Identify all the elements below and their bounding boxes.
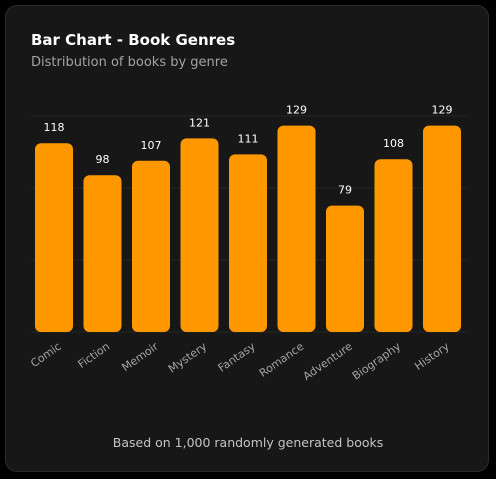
value-label-memoir: 107 [141, 139, 162, 152]
x-tick-label-fantasy: Fantasy [216, 340, 259, 375]
x-axis-tick-labels: Comic Fiction Memoir Mystery Fantasy RomanceA… [28, 340, 452, 384]
value-label-adventure: 79 [338, 184, 352, 197]
bar-biography[interactable] [374, 159, 413, 332]
bar-romance[interactable] [277, 125, 316, 332]
value-label-comic: 118 [44, 121, 65, 134]
bar-chart: 118 98 107 121 111 129 79 108 129 Comic Fiction Me… [28, 104, 466, 384]
chart-subtitle: Distribution of books by genre [31, 55, 228, 70]
x-tick-label-memoir: Memoir [119, 340, 161, 375]
chart-card: Bar Chart - Book Genres Distribution of … [5, 5, 489, 472]
x-tick-label-mystery: Mystery [166, 340, 210, 376]
x-tick-label-comic: Comic [28, 340, 63, 370]
bar-fantasy[interactable] [229, 154, 267, 332]
bar-adventure[interactable] [326, 205, 364, 332]
bar-comic[interactable] [35, 143, 73, 332]
x-tick-label-biography: Biography [350, 340, 404, 383]
x-tick-label-fiction: Fiction [76, 340, 113, 371]
value-label-history: 129 [432, 104, 453, 117]
value-labels: 118 98 107 121 111 129 79 108 129 [44, 104, 453, 197]
x-tick-label-adventure: Adventure [301, 340, 355, 383]
value-label-mystery: 121 [189, 116, 210, 129]
bar-mystery[interactable] [180, 138, 219, 332]
value-label-fantasy: 111 [238, 132, 259, 145]
value-label-fiction: 98 [96, 153, 110, 166]
value-label-romance: 129 [286, 104, 307, 117]
bar-history[interactable] [423, 125, 461, 332]
value-label-biography: 108 [383, 137, 404, 150]
bars [35, 125, 461, 332]
bar-memoir[interactable] [132, 160, 170, 332]
x-tick-label-romance: Romance [257, 340, 307, 380]
bar-fiction[interactable] [83, 175, 122, 332]
x-tick-label-history: History [412, 340, 452, 373]
chart-title: Bar Chart - Book Genres [31, 31, 236, 49]
chart-footer-note: Based on 1,000 randomly generated books [112, 435, 384, 450]
